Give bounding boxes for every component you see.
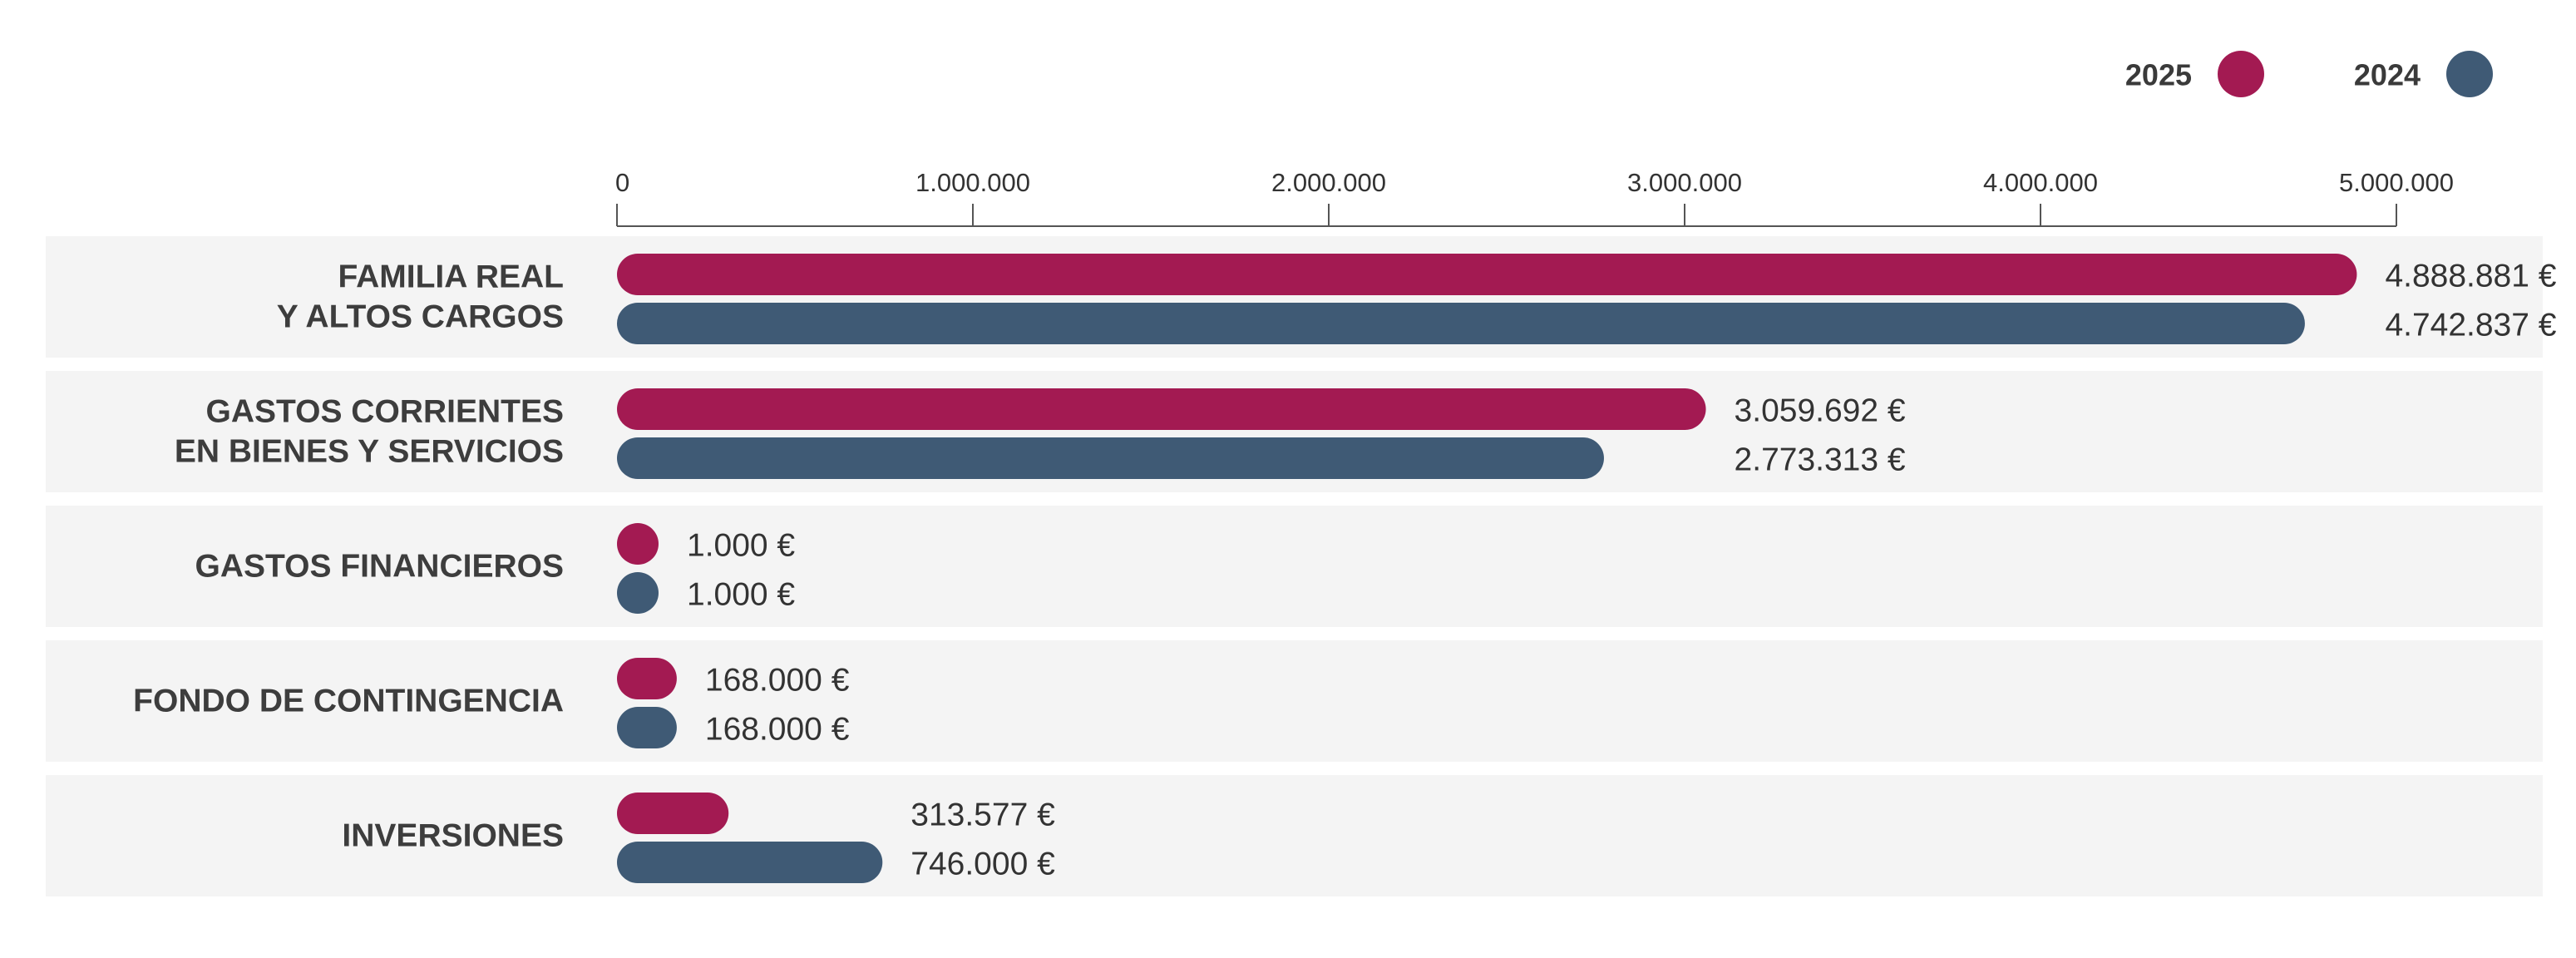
value-label-2024: 4.742.837 € xyxy=(2385,308,2556,343)
category-label: Y ALTOS CARGOS xyxy=(277,299,564,335)
legend-swatch xyxy=(2446,51,2493,97)
bar-2025 xyxy=(617,523,659,565)
bar-2025 xyxy=(617,793,729,834)
x-tick-label: 4.000.000 xyxy=(1983,168,2098,197)
x-tick-label: 1.000.000 xyxy=(915,168,1030,197)
value-label-2025: 168.000 € xyxy=(705,663,850,699)
value-label-2024: 2.773.313 € xyxy=(1735,442,1906,478)
category-row-backgrounds xyxy=(46,236,2543,896)
legend-label: 2025 xyxy=(2125,58,2192,92)
category-labels: FAMILIA REAL Y ALTOS CARGOS GASTOS CORRIEN… xyxy=(133,259,564,854)
category-label: EN BIENES Y SERVICIOS xyxy=(175,434,564,470)
x-tick-label: 3.000.000 xyxy=(1627,168,1742,197)
x-tick-label: 2.000.000 xyxy=(1271,168,1386,197)
bar-2024 xyxy=(617,303,2305,344)
category-label: INVERSIONES xyxy=(342,818,564,854)
value-label-2024: 168.000 € xyxy=(705,712,850,748)
value-label-2024: 746.000 € xyxy=(910,847,1055,882)
row-background xyxy=(46,775,2543,896)
category-label: GASTOS FINANCIEROS xyxy=(195,549,565,585)
value-labels: 4.888.881 € 3.059.692 € 1.000 € 168.000 € 31… xyxy=(687,259,2557,882)
x-tick-label: 5.000.000 xyxy=(2339,168,2454,197)
value-label-2025: 3.059.692 € xyxy=(1735,393,1906,429)
category-label: GASTOS CORRIENTES xyxy=(205,394,564,430)
bar-2024 xyxy=(617,707,677,748)
category-label: FONDO DE CONTINGENCIA xyxy=(133,684,564,719)
x-axis: 0 1.000.000 2.000.000 3.000.000 4.000.000 5.0… xyxy=(615,168,2454,227)
bar-2025 xyxy=(617,658,677,699)
bar-2024 xyxy=(617,842,883,883)
legend-label: 2024 xyxy=(2354,58,2421,92)
value-label-2025: 313.577 € xyxy=(910,798,1055,833)
bar-2025 xyxy=(617,254,2357,295)
x-tick-label: 0 xyxy=(615,168,629,197)
category-label: FAMILIA REAL xyxy=(338,259,564,295)
row-background xyxy=(46,640,2543,762)
legend: 2025 2024 xyxy=(2125,51,2493,97)
bar-2024 xyxy=(617,572,659,614)
bar-2025 xyxy=(617,388,1706,430)
value-label-2025: 4.888.881 € xyxy=(2385,259,2556,294)
row-background xyxy=(46,506,2543,627)
legend-swatch xyxy=(2218,51,2264,97)
value-label-2024: 1.000 € xyxy=(687,577,795,613)
bars xyxy=(617,254,2357,883)
value-label-2025: 1.000 € xyxy=(687,528,795,564)
bar-2024 xyxy=(617,437,1604,479)
